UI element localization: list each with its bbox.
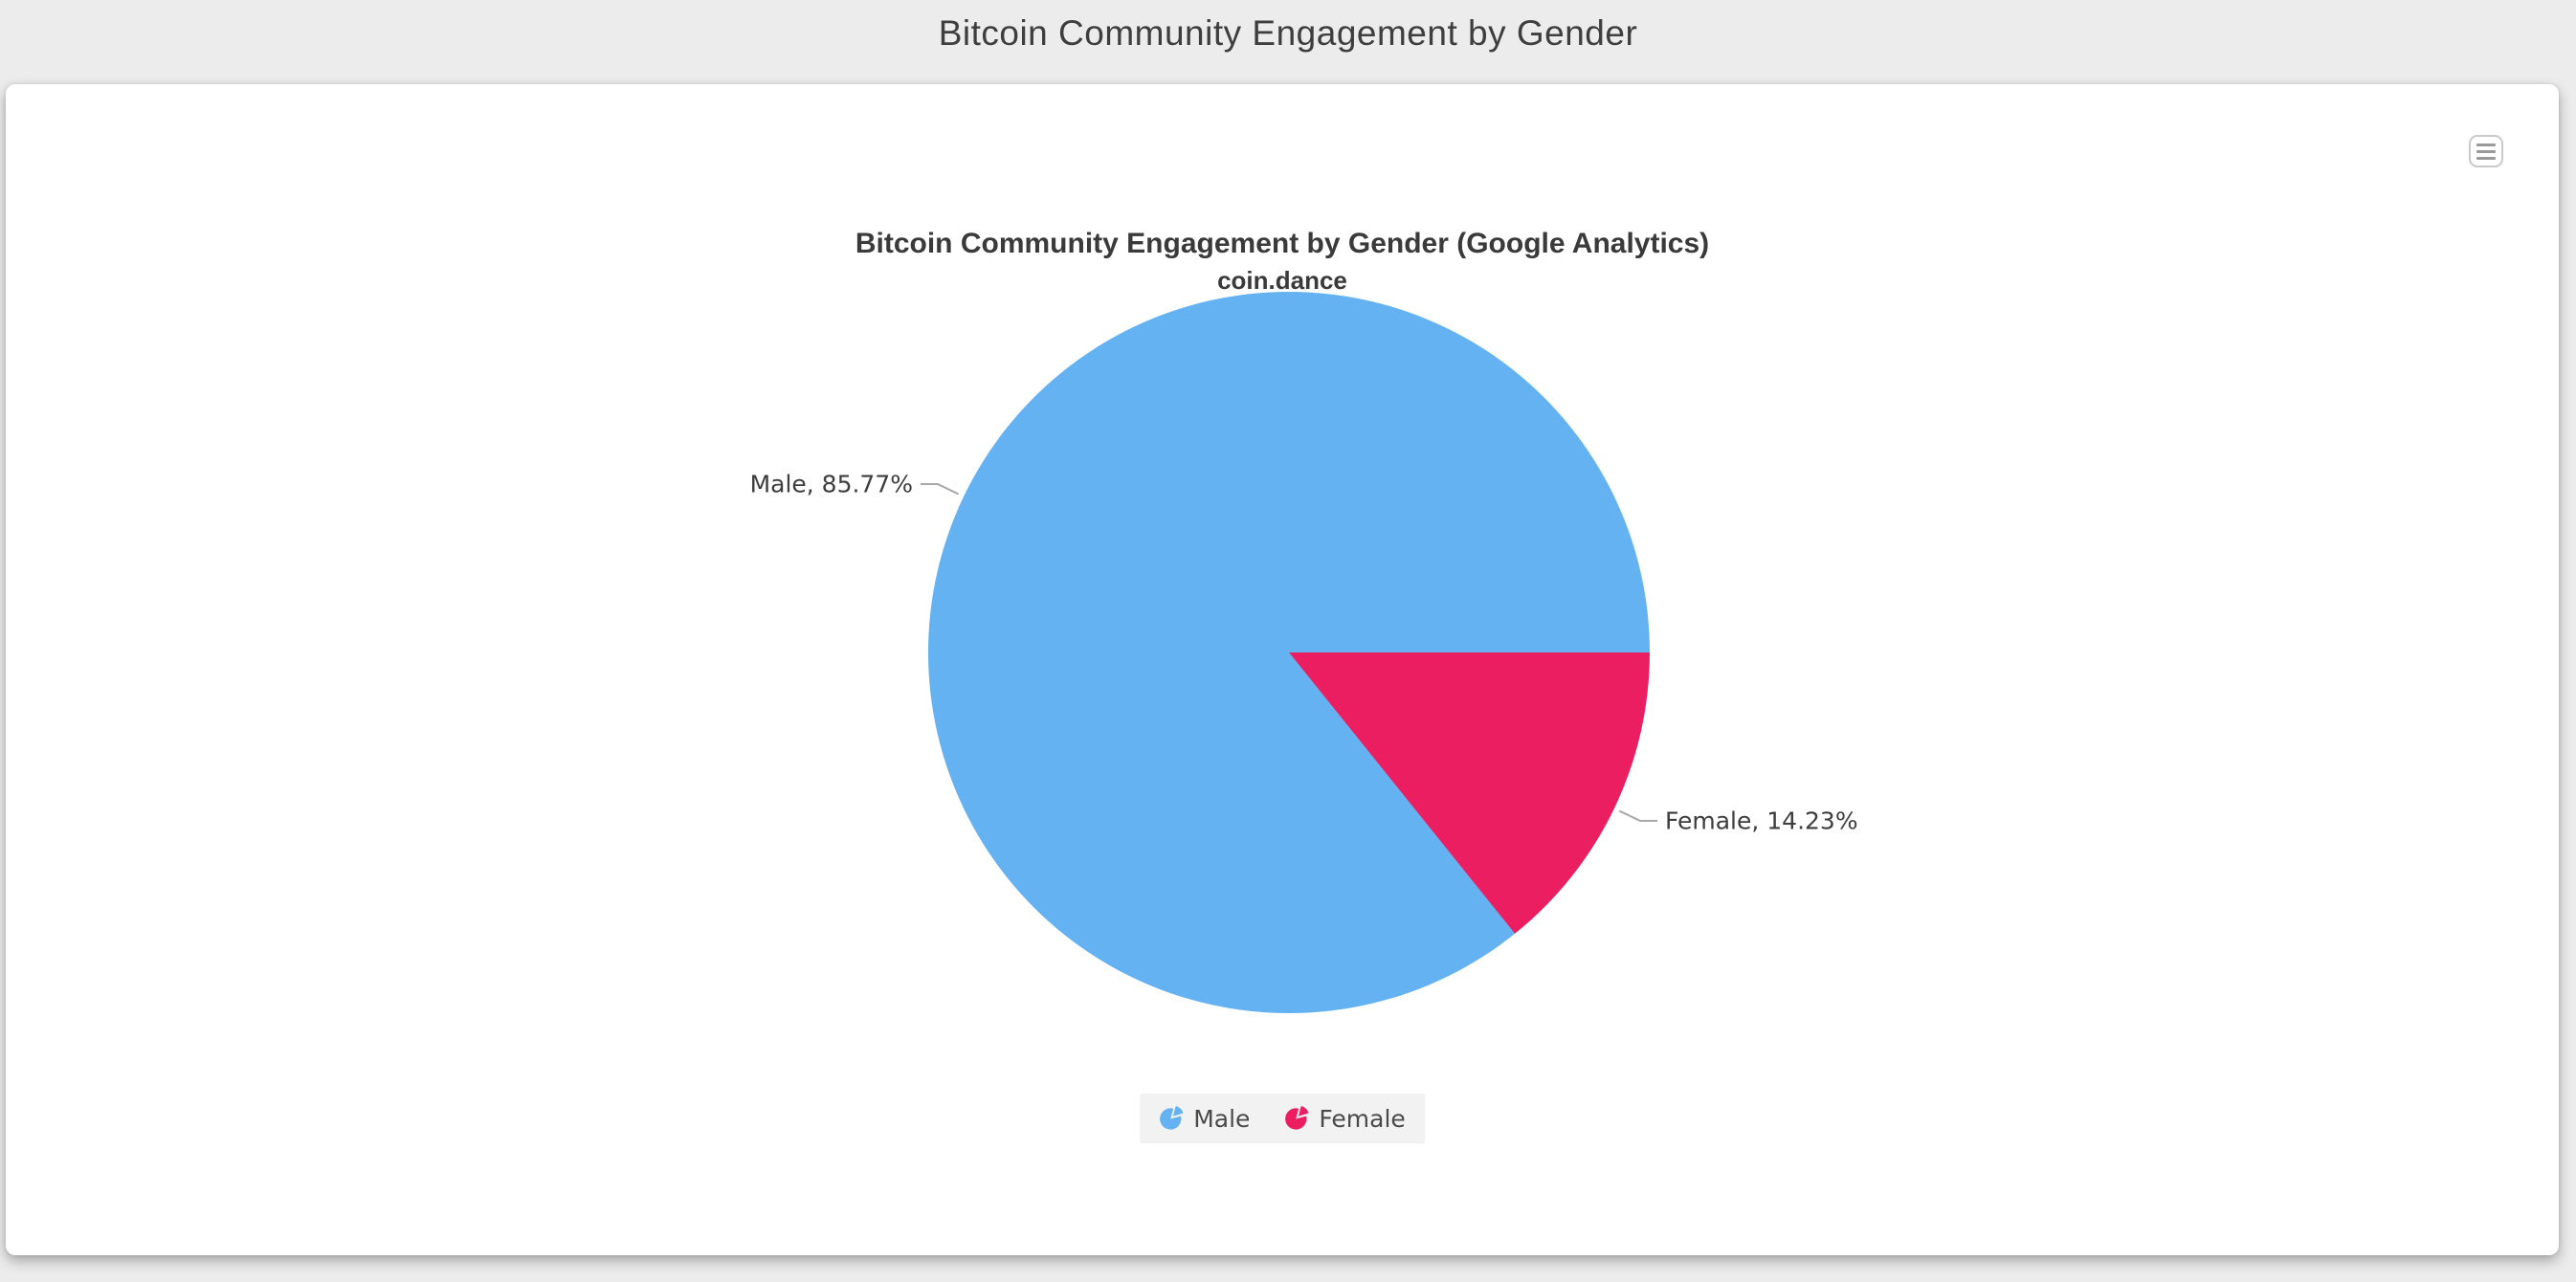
legend-item-label: Male xyxy=(1193,1104,1251,1133)
legend-item-female[interactable]: Female xyxy=(1284,1104,1406,1133)
legend-pie-marker-icon xyxy=(1285,1106,1309,1130)
pie-chart-svg xyxy=(921,291,1657,1013)
pie-data-label: Female, 14.23% xyxy=(1664,807,1858,835)
pie-label-connector xyxy=(1618,809,1657,822)
legend: Male Female xyxy=(1140,1094,1425,1143)
legend-item-male[interactable]: Male xyxy=(1159,1105,1250,1133)
pie-slice-male[interactable] xyxy=(927,291,1650,1013)
pie-data-label: Male, 85.77% xyxy=(749,470,913,498)
legend-pie-marker-icon xyxy=(1160,1106,1184,1130)
chart-title: Bitcoin Community Engagement by Gender (… xyxy=(855,228,1710,259)
page-header: Bitcoin Community Engagement by Gender xyxy=(0,0,2576,84)
legend-item-label: Female xyxy=(1319,1104,1406,1133)
pie-label-connector xyxy=(921,483,960,496)
export-menu-button[interactable] xyxy=(2469,135,2503,167)
page-title: Bitcoin Community Engagement by Gender xyxy=(938,13,1638,53)
chart-card: Bitcoin Community Engagement by Gender (… xyxy=(6,84,2559,1255)
pie-slice-female[interactable] xyxy=(1289,652,1650,934)
chart-subtitle: coin.dance xyxy=(1217,266,1347,295)
